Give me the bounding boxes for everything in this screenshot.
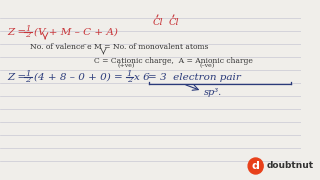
Text: sp³.: sp³. [204, 87, 222, 96]
Text: (+ve): (+ve) [117, 63, 135, 69]
Text: ⁻: ⁻ [83, 43, 86, 49]
Text: (4 + 8 – 0 + 0) =: (4 + 8 – 0 + 0) = [34, 73, 123, 82]
Text: = 3  electron pair: = 3 electron pair [148, 73, 240, 82]
Text: 2: 2 [25, 76, 31, 84]
Text: d: d [252, 161, 260, 171]
Text: Z =: Z = [7, 28, 27, 37]
Text: (–ve): (–ve) [199, 63, 214, 69]
Text: 1: 1 [25, 70, 31, 78]
Text: No. of valence e: No. of valence e [30, 43, 92, 51]
Text: .: . [88, 43, 91, 51]
Text: Z =: Z = [7, 73, 27, 82]
Text: Cl: Cl [169, 17, 179, 26]
Text: M = No. of monovalent atoms: M = No. of monovalent atoms [94, 43, 209, 51]
Text: 2: 2 [25, 31, 31, 39]
Text: 1: 1 [25, 25, 31, 33]
Text: 2: 2 [127, 76, 132, 84]
Circle shape [248, 158, 263, 174]
Text: doubtnut: doubtnut [267, 161, 314, 170]
Text: Cl: Cl [153, 17, 163, 26]
Text: (V + M – C + A): (V + M – C + A) [34, 28, 118, 37]
Text: x 6: x 6 [134, 73, 150, 82]
Text: 1: 1 [127, 70, 132, 78]
Text: C = Cationic charge,  A = Anionic charge: C = Cationic charge, A = Anionic charge [94, 57, 253, 65]
